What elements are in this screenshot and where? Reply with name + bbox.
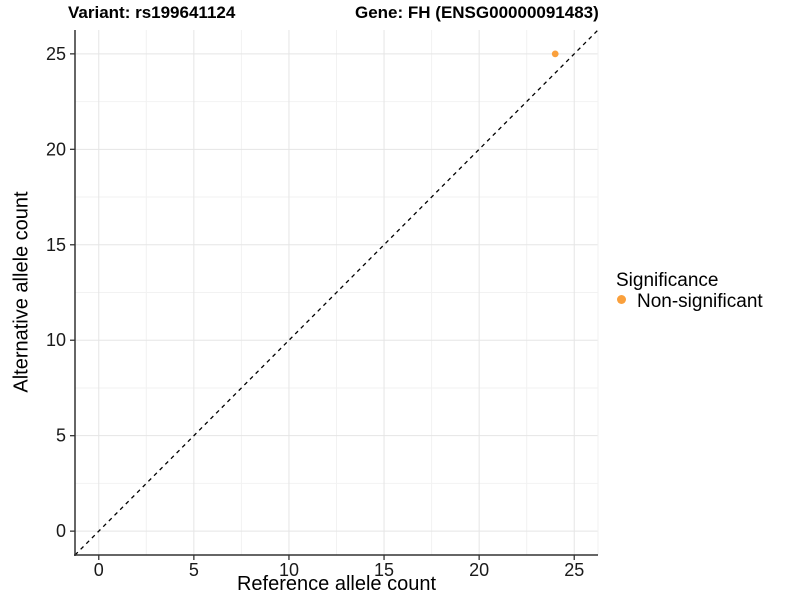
x-tick-label: 10 (279, 560, 299, 580)
y-tick-label: 25 (46, 44, 66, 64)
y-tick-label: 10 (46, 330, 66, 350)
x-tick-label: 25 (564, 560, 584, 580)
y-tick-label: 20 (46, 139, 66, 159)
y-axis-title: Alternative allele count (10, 191, 33, 393)
data-point (551, 50, 559, 58)
y-tick-label: 5 (56, 426, 66, 446)
x-tick-label: 20 (469, 560, 489, 580)
y-tick-label: 0 (56, 521, 66, 541)
x-axis-title: Reference allele count (236, 573, 436, 595)
plot-title-gene: Gene: FH (ENSG00000091483) (355, 3, 599, 22)
x-tick-label: 15 (374, 560, 394, 580)
x-tick-label: 0 (94, 560, 104, 580)
x-tick-label: 5 (189, 560, 199, 580)
y-tick-label: 15 (46, 235, 66, 255)
identity-dashed-line (74, 29, 599, 556)
plot-title-variant: Variant: rs199641124 (68, 3, 236, 22)
